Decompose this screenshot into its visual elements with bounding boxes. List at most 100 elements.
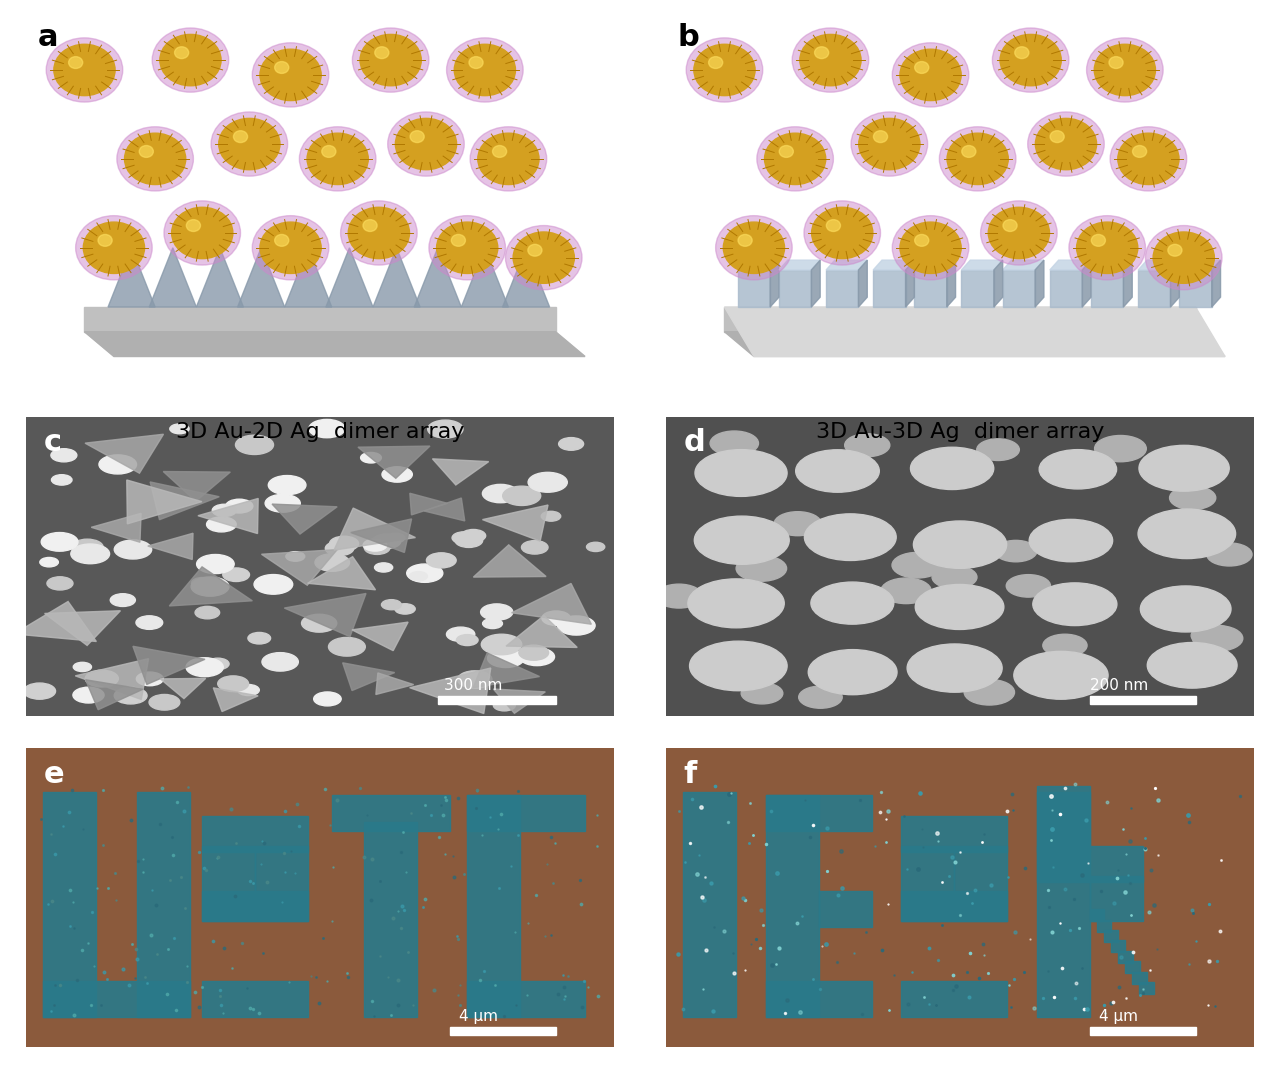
Bar [44, 980, 191, 1017]
Polygon shape [415, 248, 461, 308]
Circle shape [252, 216, 329, 280]
Polygon shape [372, 248, 420, 308]
Circle shape [723, 222, 785, 273]
Circle shape [900, 49, 961, 100]
Bar [332, 796, 449, 831]
Circle shape [1014, 651, 1108, 700]
Circle shape [541, 512, 561, 521]
Circle shape [694, 516, 790, 564]
Circle shape [1004, 220, 1018, 232]
Bar [1089, 909, 1105, 921]
Polygon shape [905, 261, 914, 308]
Circle shape [260, 49, 321, 100]
Polygon shape [493, 689, 545, 713]
Bar [202, 816, 308, 852]
Circle shape [262, 653, 298, 671]
Circle shape [54, 44, 115, 96]
Circle shape [1039, 450, 1116, 489]
Polygon shape [424, 498, 465, 521]
Circle shape [513, 232, 575, 283]
Circle shape [452, 532, 476, 544]
Text: 3D Au-3D Ag  dimer array: 3D Au-3D Ag dimer array [815, 422, 1105, 442]
Polygon shape [214, 688, 259, 711]
Text: a: a [37, 22, 58, 51]
Polygon shape [150, 482, 219, 520]
Circle shape [1076, 222, 1138, 273]
Circle shape [488, 649, 524, 668]
Circle shape [739, 235, 753, 247]
Polygon shape [351, 519, 412, 552]
Polygon shape [503, 248, 549, 308]
Text: f: f [684, 759, 696, 788]
Text: c: c [44, 428, 61, 457]
Polygon shape [76, 659, 148, 700]
Circle shape [321, 145, 335, 157]
Text: 300 nm: 300 nm [444, 678, 502, 693]
Circle shape [454, 533, 483, 548]
Bar [1111, 941, 1125, 953]
Circle shape [352, 28, 429, 92]
Polygon shape [461, 248, 508, 308]
Bar [819, 891, 872, 927]
Circle shape [99, 455, 137, 474]
Bar [1139, 983, 1153, 994]
Circle shape [1138, 509, 1235, 559]
Bar [1050, 270, 1082, 308]
Circle shape [892, 216, 969, 280]
Circle shape [521, 540, 548, 554]
Circle shape [253, 575, 293, 594]
Circle shape [1207, 543, 1252, 566]
Bar [901, 891, 1007, 921]
Circle shape [46, 37, 123, 103]
Circle shape [480, 603, 513, 621]
Polygon shape [376, 673, 413, 694]
Polygon shape [358, 446, 430, 478]
Circle shape [814, 47, 828, 59]
Polygon shape [84, 332, 585, 357]
Circle shape [381, 599, 402, 610]
Bar [438, 696, 556, 704]
Circle shape [140, 145, 154, 157]
Circle shape [710, 431, 759, 456]
Bar [137, 792, 191, 1017]
Polygon shape [127, 480, 202, 524]
Circle shape [503, 486, 540, 505]
Circle shape [520, 648, 554, 665]
Polygon shape [483, 505, 548, 541]
Circle shape [236, 435, 274, 455]
Polygon shape [780, 261, 820, 270]
Circle shape [172, 207, 233, 258]
Circle shape [47, 577, 73, 590]
Bar [873, 270, 905, 308]
Polygon shape [150, 248, 196, 308]
Circle shape [792, 28, 869, 92]
Circle shape [977, 439, 1019, 460]
Circle shape [40, 557, 59, 567]
Circle shape [152, 28, 229, 92]
Polygon shape [86, 679, 143, 710]
Circle shape [947, 134, 1009, 185]
Circle shape [493, 145, 507, 157]
Circle shape [804, 514, 896, 561]
Bar [1132, 972, 1147, 984]
Circle shape [252, 43, 329, 107]
Bar [1097, 920, 1111, 931]
Text: d: d [684, 428, 705, 457]
Circle shape [114, 540, 151, 559]
Circle shape [238, 685, 260, 695]
Circle shape [774, 512, 822, 536]
Polygon shape [961, 261, 1002, 270]
Polygon shape [14, 601, 96, 642]
Circle shape [457, 671, 492, 688]
Circle shape [212, 504, 237, 517]
Polygon shape [261, 550, 337, 585]
Bar [1103, 930, 1119, 942]
Circle shape [1153, 232, 1215, 283]
Circle shape [361, 453, 381, 464]
Circle shape [940, 127, 1016, 191]
Circle shape [269, 475, 306, 494]
Circle shape [457, 634, 477, 645]
Circle shape [1108, 57, 1123, 68]
Polygon shape [307, 556, 375, 590]
Circle shape [73, 662, 91, 672]
